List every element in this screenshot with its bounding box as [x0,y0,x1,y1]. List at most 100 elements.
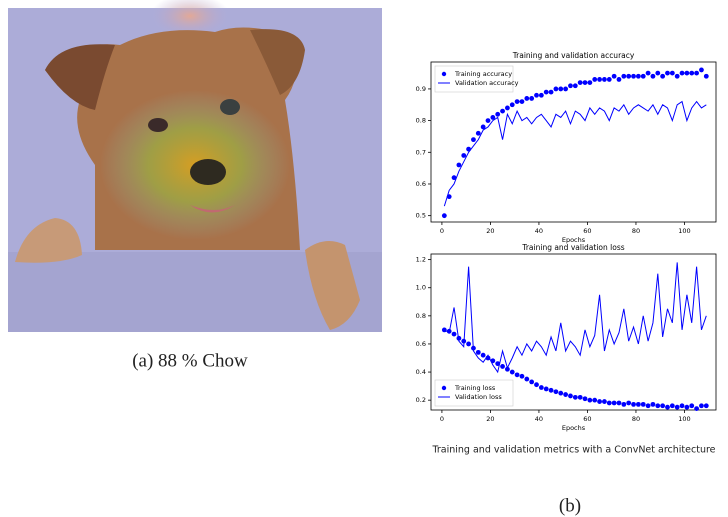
data-point [587,398,592,403]
y-tick-label: 1.0 [416,284,426,292]
data-point [558,87,563,92]
legend-marker [442,386,446,390]
image-caption: (a) 88 % Chow [132,350,248,371]
data-point [471,137,476,142]
data-point [631,74,636,79]
data-point [476,350,481,355]
figure-caption: Training and validation metrics with a C… [431,445,715,456]
data-point [612,401,617,406]
x-tick-label: 80 [632,415,640,423]
x-tick-label: 20 [486,227,494,235]
chart-title: Training and validation loss [521,243,624,252]
chart-title: Training and validation accuracy [512,51,635,60]
y-tick-label: 0.9 [416,85,426,93]
x-tick-label: 0 [440,415,444,423]
data-point [612,74,617,79]
y-tick-label: 0.6 [416,180,426,188]
x-tick-label: 100 [678,415,690,423]
x-tick-label: 60 [583,415,591,423]
data-point [486,118,491,123]
x-tick-label: 0 [440,227,444,235]
data-point [592,398,597,403]
data-point [704,74,709,79]
data-point [699,403,704,408]
x-tick-label: 100 [678,227,690,235]
data-point [675,405,680,410]
data-point [481,353,486,358]
data-point [583,396,588,401]
data-point [680,403,685,408]
x-tick-label: 60 [583,227,591,235]
figure-page: (a) 88 % Chow Training and validation me… [0,0,728,517]
data-point [675,74,680,79]
data-point [534,382,539,387]
data-point [578,80,583,85]
data-point [597,77,602,82]
data-point [689,71,694,76]
data-point [694,406,699,411]
data-point [554,389,559,394]
data-point [544,90,549,95]
panel-label: (b) [559,495,581,516]
data-point [500,109,505,114]
data-point [617,401,622,406]
legend-label: Training accuracy [454,70,512,78]
data-point [607,77,612,82]
data-point [684,71,689,76]
data-point [602,77,607,82]
data-point [651,402,656,407]
data-point [554,87,559,92]
data-point [670,403,675,408]
data-point [651,74,656,79]
data-point [510,102,515,107]
data-point [568,83,573,88]
x-tick-label: 40 [535,227,543,235]
legend-label: Training loss [454,384,496,392]
y-tick-label: 1.2 [416,256,426,264]
data-point [704,403,709,408]
x-tick-label: 20 [486,415,494,423]
data-point [636,402,641,407]
legend-marker [442,72,446,76]
data-line [444,102,706,207]
y-tick-label: 0.8 [416,312,426,320]
data-point [495,112,500,117]
data-point [583,80,588,85]
y-tick-label: 0.5 [416,212,426,220]
data-point [442,213,447,218]
data-point [520,99,525,104]
data-point [520,374,525,379]
data-point [461,153,466,158]
data-point [515,99,520,104]
data-point [558,391,563,396]
data-point [500,364,505,369]
data-point [549,388,554,393]
data-point [626,401,631,406]
data-point [456,163,461,168]
data-point [655,403,660,408]
data-point [573,83,578,88]
y-tick-label: 0.6 [416,340,426,348]
data-point [694,71,699,76]
data-point [641,74,646,79]
data-point [665,405,670,410]
data-point [602,399,607,404]
x-tick-label: 80 [632,227,640,235]
data-point [529,96,534,101]
y-tick-label: 0.7 [416,148,426,156]
data-point [529,379,534,384]
data-point [452,332,457,337]
data-point [689,403,694,408]
data-point [660,74,665,79]
y-tick-label: 0.8 [416,117,426,125]
data-point [646,71,651,76]
y-tick-label: 0.2 [416,396,426,404]
x-tick-label: 40 [535,415,543,423]
data-point [660,403,665,408]
data-point [592,77,597,82]
data-point [544,387,549,392]
data-point [607,401,612,406]
data-point [621,402,626,407]
data-point [549,90,554,95]
data-point [665,71,670,76]
